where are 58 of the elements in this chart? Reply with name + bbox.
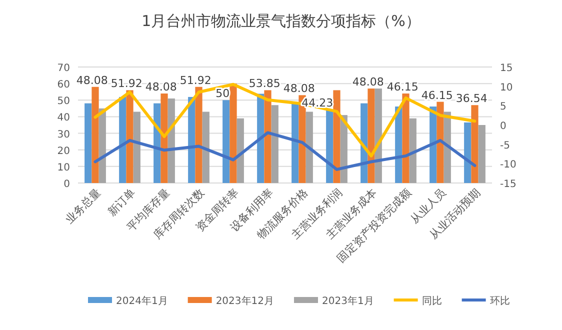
data-label: 48.08 <box>283 82 315 96</box>
y-tick-label: 50 <box>57 96 70 108</box>
y-tick-label: 10 <box>57 162 70 174</box>
bar <box>92 86 99 183</box>
data-label: 46.15 <box>386 80 418 94</box>
bar <box>264 90 272 183</box>
bar <box>230 84 237 183</box>
y2-tick-label: -10 <box>500 160 516 171</box>
y2-tick-label: 10 <box>500 82 513 94</box>
legend-label: 2023年1月 <box>322 295 374 307</box>
legend-label: 同比 <box>422 295 442 307</box>
y-tick-label: 40 <box>57 112 70 124</box>
y-tick-label: 20 <box>57 146 70 157</box>
bar <box>195 86 202 183</box>
data-label: 46.15 <box>421 88 453 102</box>
data-label: 51.92 <box>110 77 142 90</box>
y-tick-label: 60 <box>57 80 70 91</box>
data-label: 53.85 <box>248 77 280 90</box>
bar <box>409 118 416 183</box>
legend-label: 环比 <box>490 295 510 307</box>
bar <box>430 106 437 183</box>
y-tick-label: 30 <box>57 129 70 140</box>
bar <box>368 88 375 183</box>
bar <box>202 112 210 183</box>
data-label: 51.92 <box>180 74 212 87</box>
data-label: 48.08 <box>76 74 108 87</box>
bar <box>84 103 92 183</box>
bar <box>464 122 472 183</box>
bar <box>119 96 126 183</box>
bar <box>292 103 299 183</box>
bar <box>160 94 168 183</box>
data-label: 36.54 <box>456 92 488 106</box>
y2-tick-label: -15 <box>500 179 516 190</box>
bar <box>257 94 264 183</box>
chart-title: 1月台州市物流业景气指数分项指标（%） <box>142 12 420 30</box>
bar <box>188 96 196 183</box>
y-tick-label: 70 <box>57 63 70 74</box>
y2-tick-label: 0 <box>500 121 506 132</box>
bar <box>271 105 278 183</box>
data-label: 48.08 <box>145 80 177 94</box>
legend-label: 2023年12月 <box>216 295 274 307</box>
bar <box>222 100 230 183</box>
legend-label: 2024年1月 <box>116 295 168 307</box>
y2-tick-label: 15 <box>500 63 513 74</box>
bar <box>471 105 478 183</box>
bar <box>133 112 140 183</box>
bar <box>326 110 334 183</box>
bar <box>126 90 134 183</box>
data-label: 48.08 <box>352 76 384 89</box>
bar <box>478 125 486 183</box>
y2-tick-label: -5 <box>500 140 510 152</box>
bar <box>436 102 444 183</box>
bar <box>236 118 244 183</box>
y2-tick-label: 5 <box>500 102 506 113</box>
data-label: 50 <box>216 87 230 100</box>
bar <box>306 112 313 183</box>
bar <box>402 94 410 183</box>
bar <box>333 90 340 183</box>
